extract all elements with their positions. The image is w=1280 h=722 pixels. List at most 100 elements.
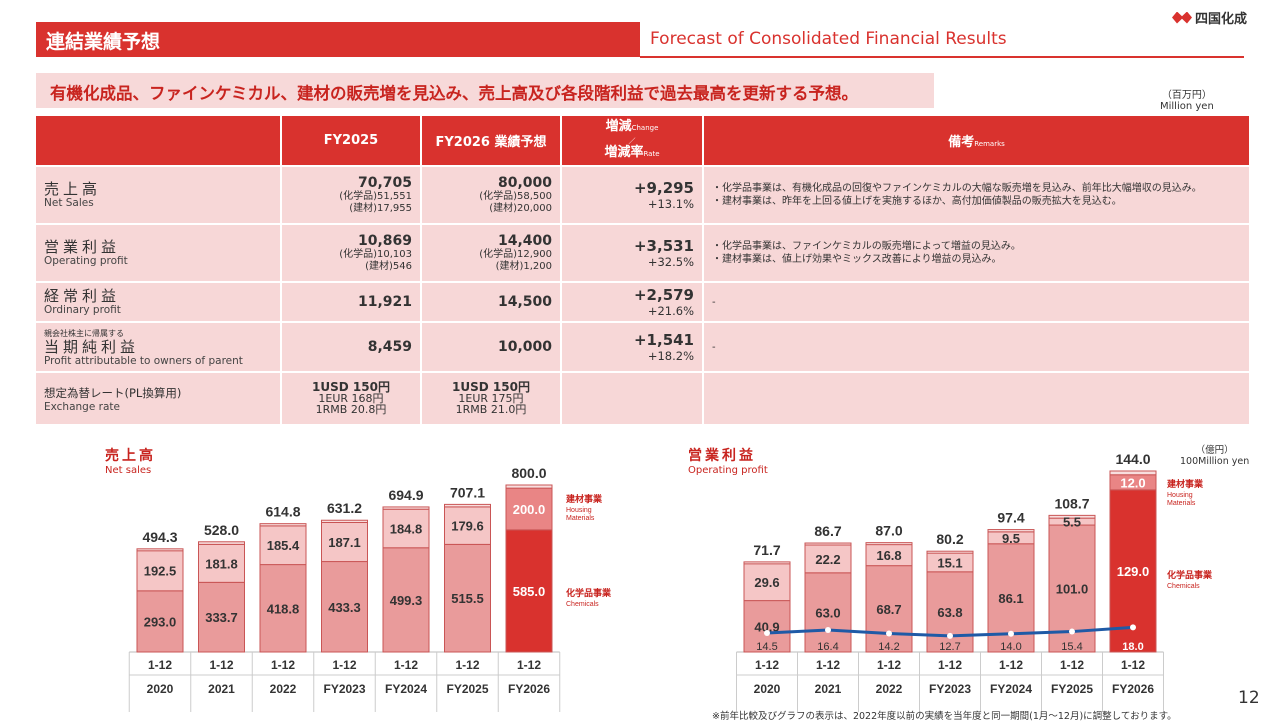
label-chemicals: 129.0: [1117, 564, 1150, 579]
bar-other: [505, 484, 553, 489]
category-label: FY2023: [929, 682, 971, 696]
bar-chemicals: [505, 529, 553, 653]
margin-label: 15.4: [1061, 641, 1082, 653]
row-label: 経常利益 Ordinary profit: [36, 283, 280, 321]
category-label: 2020: [754, 682, 781, 696]
change-blank: [562, 373, 702, 424]
bar-other: [382, 506, 430, 510]
page-title: 連結業績予想: [36, 22, 640, 57]
footnote: ※前年比較及びグラフの表示は、2022年度以前の実績を当年度と同一期間(1月～1…: [712, 711, 1177, 722]
category-label: 1-12: [877, 658, 901, 672]
legend-chemicals: 化学品事業: [1167, 569, 1213, 580]
table-row: 親会社株主に帰属する 当期純利益 Profit attributable to ow…: [36, 323, 1249, 371]
label-total: 631.2: [327, 500, 362, 516]
category-label: 1-12: [999, 658, 1023, 672]
op-chart-title: 営業利益 Operating profit: [688, 448, 768, 476]
row-label: 親会社株主に帰属する 当期純利益 Profit attributable to ow…: [36, 323, 280, 371]
forecast-table: FY2025 FY2026 業績予想 増減Change ／増減率Rate 備考Re…: [34, 114, 1251, 426]
legend-chemicals: 化学品事業: [566, 587, 612, 598]
change-value: +2,579 +21.6%: [562, 283, 702, 321]
category-label: FY2026: [508, 682, 550, 696]
legend-housing: 建材事業: [566, 493, 603, 504]
margin-label: 14.2: [878, 641, 899, 653]
bar-chemicals: [382, 547, 430, 653]
margin-label: 14.0: [1000, 641, 1021, 653]
label-chemicals: 86.1: [998, 591, 1023, 606]
category-label: 2022: [270, 682, 297, 696]
category-label: 1-12: [1060, 658, 1084, 672]
label-housing: 15.1: [937, 555, 962, 570]
category-label: 2021: [208, 682, 235, 696]
label-total: 108.7: [1054, 495, 1089, 511]
company-logo: 四国化成: [1172, 8, 1247, 27]
bar-housing: [804, 544, 852, 574]
bar-other: [804, 542, 852, 546]
header-remarks: 備考Remarks: [704, 116, 1249, 165]
fy2026-fx: 1USD 150円 1EUR 175円 1RMB 21.0円: [422, 373, 560, 424]
bar-chemicals: [743, 600, 791, 653]
logo-text: 四国化成: [1195, 12, 1248, 27]
label-chemicals: 433.3: [328, 600, 361, 615]
margin-label: 14.5: [756, 641, 777, 653]
label-chemicals: 499.3: [390, 593, 423, 608]
margin-point: [886, 630, 892, 637]
headline: 有機化成品、ファインケミカル、建材の販売増を見込み、売上高及び各段階利益で過去最…: [36, 73, 934, 108]
label-chemicals: 585.0: [513, 584, 546, 599]
header-change: 増減Change ／増減率Rate: [562, 116, 702, 165]
sales-chart-title: 売上高 Net sales: [105, 448, 156, 476]
remarks-blank: [704, 373, 1249, 424]
label-housing: 9.5: [1002, 531, 1020, 546]
margin-point: [764, 630, 770, 636]
table-row: 売上高 Net Sales 70,705 (化学品)51,551 (建材)17,955 8…: [36, 167, 1249, 223]
bar-chemicals: [259, 564, 307, 653]
bar-other: [1048, 514, 1096, 519]
bar-other: [1109, 470, 1157, 476]
bar-chemicals: [321, 561, 368, 653]
fy2025-value: 8,459: [282, 323, 420, 371]
margin-point: [1130, 624, 1136, 631]
legend-housing-en: Housing: [1167, 492, 1193, 499]
bar-chemicals: [804, 572, 852, 653]
legend-chemicals-en: Chemicals: [566, 601, 599, 608]
page-number: 12: [1238, 688, 1260, 708]
category-label: 1-12: [816, 658, 840, 672]
category-label: 1-12: [332, 658, 356, 672]
table-row: 営業利益 Operating profit 10,869 (化学品)10,103 (建材…: [36, 225, 1249, 281]
label-housing: 22.2: [815, 552, 840, 567]
category-label: 1-12: [209, 658, 233, 672]
bar-other: [926, 550, 974, 554]
category-label: 1-12: [455, 658, 479, 672]
bar-housing: [743, 562, 791, 602]
title-divider: [640, 56, 1244, 58]
change-value: +3,531 +32.5%: [562, 225, 702, 281]
unit-en: Million yen: [1160, 101, 1214, 112]
bar-other: [444, 503, 491, 508]
unit-jp: （百万円）: [1161, 90, 1212, 101]
category-label: 1-12: [271, 658, 295, 672]
margin-point: [825, 626, 831, 633]
fy2025-value: 70,705 (化学品)51,551 (建材)17,955: [282, 167, 420, 223]
op-chart-unit: （億円） 100Million yen: [1180, 445, 1250, 467]
label-chemicals: 101.0: [1056, 582, 1089, 597]
category-label: 1-12: [517, 658, 541, 672]
category-label: 1-12: [394, 658, 418, 672]
label-chemicals: 418.8: [267, 601, 300, 616]
margin-label: 16.4: [817, 641, 838, 653]
remarks: -: [704, 323, 1249, 371]
category-label: FY2025: [446, 682, 488, 696]
category-label: 2022: [876, 682, 903, 696]
legend-chemicals-en: Chemicals: [1167, 583, 1200, 590]
category-label: FY2025: [1051, 682, 1093, 696]
bar-housing: [259, 525, 307, 566]
label-housing: 29.6: [754, 575, 779, 590]
change-value: +1,541 +18.2%: [562, 323, 702, 371]
bar-other: [987, 529, 1035, 533]
label-total: 87.0: [875, 523, 902, 539]
fy2026-value: 10,000: [422, 323, 560, 371]
label-total: 800.0: [511, 465, 546, 481]
fy2025-value: 11,921: [282, 283, 420, 321]
page-title-en: Forecast of Consolidated Financial Resul…: [650, 29, 1007, 49]
label-housing: 16.8: [876, 548, 901, 563]
bar-housing: [382, 508, 430, 549]
label-housing: 181.8: [205, 556, 238, 571]
